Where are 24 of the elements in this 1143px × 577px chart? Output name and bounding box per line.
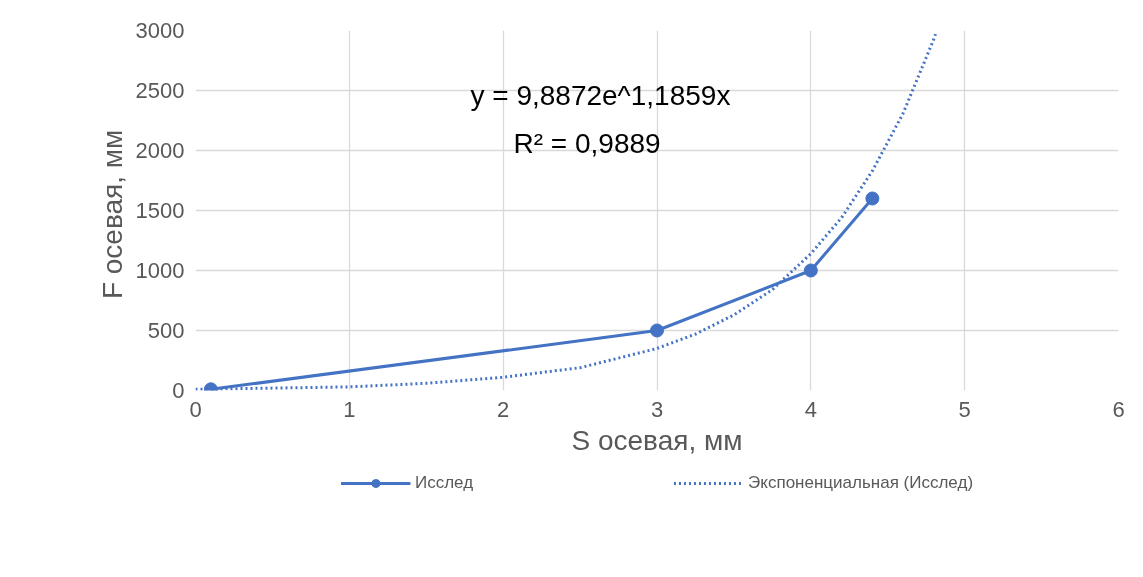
x-tick-label: 5 bbox=[958, 396, 971, 422]
y-tick-label: 1500 bbox=[135, 198, 185, 223]
point bbox=[803, 263, 818, 278]
annotation: y = 9,8872e^1,1859x bbox=[470, 79, 731, 111]
x-tick-label: 6 bbox=[1112, 396, 1125, 422]
y-tick-label: 3000 bbox=[135, 18, 185, 43]
point bbox=[865, 191, 880, 206]
legend-label: Исслед bbox=[414, 473, 474, 493]
x-axis-title: S осевая, мм bbox=[571, 424, 743, 456]
y-tick-label: 2500 bbox=[135, 78, 185, 103]
legend-label: Экспоненциальная (Исслед) bbox=[748, 473, 974, 493]
y-tick-label: 2000 bbox=[135, 138, 185, 163]
x-tick-label: 3 bbox=[650, 396, 664, 422]
point bbox=[650, 323, 664, 338]
x-tick-label: 0 bbox=[189, 396, 202, 422]
y-tick-label: 500 bbox=[147, 318, 185, 343]
y-tick-label: 1000 bbox=[135, 258, 185, 283]
x-tick-label: 4 bbox=[804, 396, 817, 422]
x-tick-label: 2 bbox=[497, 396, 510, 422]
y-tick-label: 0 bbox=[172, 378, 185, 403]
annotation: R² = 0,9889 bbox=[513, 127, 661, 159]
x-tick-label: 1 bbox=[343, 396, 356, 422]
line-series bbox=[195, 32, 937, 391]
y-axis-title: F осевая, мм bbox=[96, 129, 128, 300]
